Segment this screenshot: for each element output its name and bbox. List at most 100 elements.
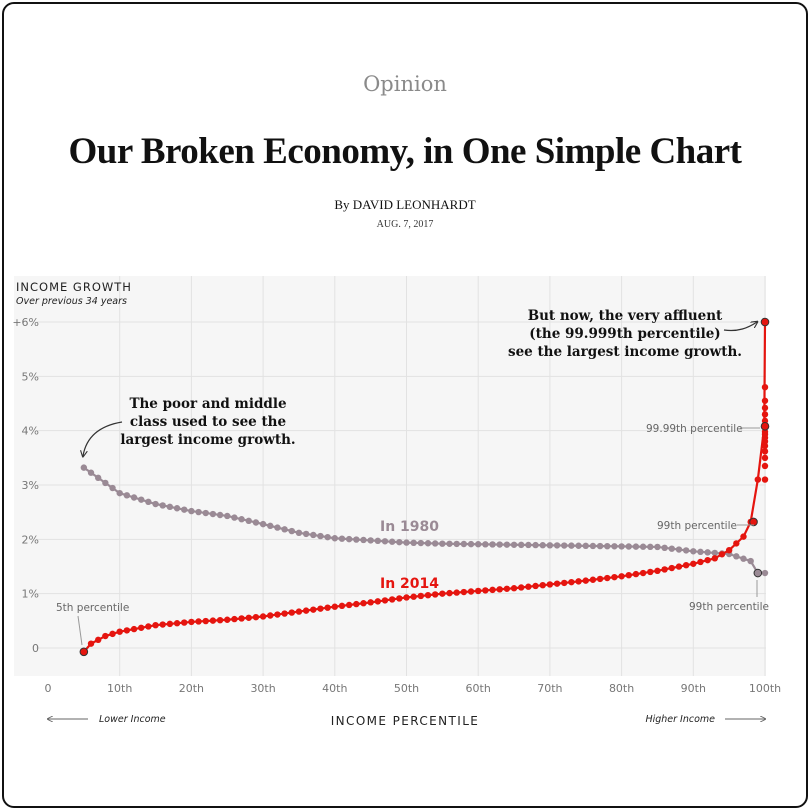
data-point: [238, 615, 245, 622]
data-point: [245, 517, 252, 525]
data-point: [761, 397, 769, 404]
data-point: [618, 543, 625, 550]
y-tick-label: 3%: [22, 479, 39, 492]
data-point: [331, 603, 338, 610]
x-tick-label: 70th: [537, 682, 562, 695]
data-point: [209, 617, 217, 624]
data-point: [647, 543, 654, 551]
data-point: [518, 541, 525, 549]
data-point: [733, 553, 740, 560]
data-point: [596, 542, 604, 550]
data-point: [410, 539, 417, 547]
data-point: [288, 609, 295, 616]
data-point: [102, 479, 109, 487]
data-point: [510, 585, 518, 592]
section-label[interactable]: Opinion: [363, 72, 447, 96]
data-point: [388, 596, 396, 603]
data-point: [439, 590, 446, 597]
data-point: [711, 549, 719, 557]
highlight-99th-percentile-2014: [749, 517, 758, 527]
y-tick-label: 0: [32, 642, 39, 655]
data-point: [80, 464, 88, 471]
data-point: [324, 604, 331, 611]
highlight-99th-percentile-1980: [753, 568, 763, 578]
data-point: [374, 537, 382, 545]
series-1980: [80, 464, 769, 578]
data-point: [446, 589, 453, 597]
series1980-line: [83, 466, 765, 575]
data-point: [525, 541, 532, 549]
data-point: [496, 586, 503, 593]
data-point: [446, 540, 453, 547]
data-point: [345, 601, 353, 609]
data-point: [439, 540, 446, 547]
data-point: [367, 537, 374, 544]
data-point: [267, 612, 274, 619]
data-point: [525, 583, 532, 590]
data-point: [331, 535, 338, 542]
data-point: [611, 573, 618, 581]
data-point: [510, 541, 518, 548]
data-point: [482, 541, 489, 548]
x-tick-label: 10th: [107, 682, 132, 695]
data-point: [596, 575, 604, 583]
data-point: [761, 462, 769, 470]
data-point: [188, 618, 195, 626]
data-point: [575, 542, 582, 549]
data-point: [424, 591, 432, 599]
data-point: [639, 569, 647, 577]
data-point: [367, 599, 374, 606]
data-point: [224, 512, 231, 520]
data-point: [589, 576, 597, 583]
byline[interactable]: By DAVID LEONHARDT: [334, 197, 476, 212]
data-point: [310, 606, 317, 613]
data-point: [94, 636, 102, 644]
annotation-affluent-line-2: (the 99.999th percentile): [529, 326, 720, 342]
data-point: [761, 384, 769, 391]
data-point: [274, 524, 281, 531]
data-point: [295, 529, 303, 537]
data-point: [130, 494, 138, 501]
data-point: [424, 540, 432, 547]
x-axis-ticks: 0 10th 20th 30th 40th 50th 60th 70th 80th 90th 100…: [45, 682, 782, 695]
data-point: [338, 535, 346, 542]
annotation-affluent-arrow: [723, 322, 757, 332]
data-point: [224, 616, 231, 623]
data-point: [453, 589, 460, 596]
data-point: [475, 587, 482, 595]
data-point: [267, 522, 274, 530]
plot-background: [14, 276, 766, 676]
data-point: [130, 625, 138, 633]
data-point: [152, 500, 159, 508]
data-point: [403, 594, 410, 601]
data-point: [668, 545, 675, 552]
data-point: [460, 588, 468, 596]
data-point: [360, 536, 367, 544]
data-point: [733, 540, 740, 547]
data-point: [682, 561, 690, 569]
highlight-99-999th-percentile: [760, 317, 770, 327]
y-tick-label: 5%: [22, 370, 39, 383]
x-tick-label: 60th: [466, 682, 491, 695]
data-point: [123, 627, 131, 634]
annotation-affluent-line-1: But now, the very affluent: [528, 308, 723, 324]
data-point: [489, 541, 496, 548]
data-point: [288, 527, 295, 535]
data-point: [740, 533, 747, 540]
data-point: [166, 503, 174, 511]
data-point: [704, 549, 711, 556]
annotation-affluent-line-3: see the largest income growth.: [508, 344, 742, 360]
data-point: [252, 519, 260, 526]
data-point: [761, 476, 769, 483]
data-point: [675, 546, 683, 553]
data-point: [532, 582, 539, 590]
data-point: [718, 551, 726, 558]
data-point: [625, 571, 632, 579]
label-99-99th-percentile: 99.99th percentile: [646, 423, 743, 435]
data-point: [467, 588, 475, 595]
data-point: [317, 605, 324, 612]
data-point: [195, 618, 202, 625]
y-tick-label: 1%: [22, 588, 39, 601]
data-point: [295, 608, 303, 615]
